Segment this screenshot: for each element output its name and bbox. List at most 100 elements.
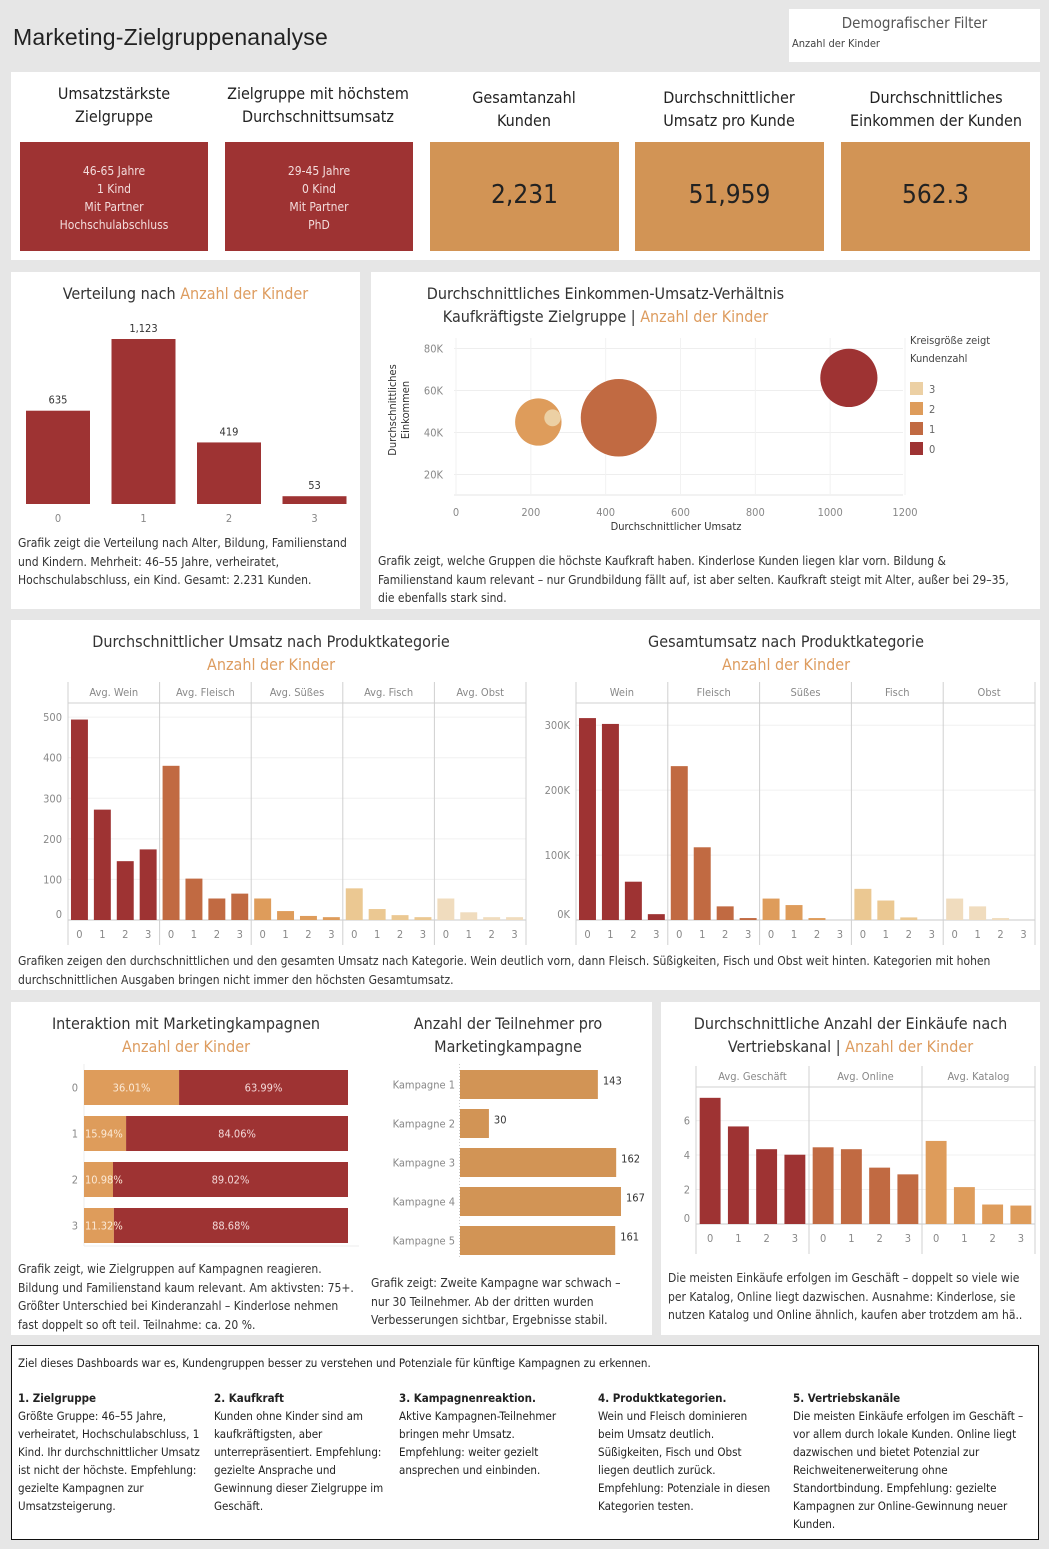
bar [812,1147,834,1224]
panel-header: Avg. Wein [89,686,138,699]
summary-column: 1. Zielgruppe Größte Gruppe: 46–55 Jahre… [18,1389,203,1515]
kpi-card-total-customers: 2,231 [430,142,619,251]
kpi-line: 29-45 Jahre [287,164,351,178]
bar [391,915,409,920]
x-tick-label: 2 [630,928,636,941]
kpi-label-total-customers: Gesamtanzahl Kunden [472,88,576,130]
x-tick-label: 3 [745,928,751,941]
x-tick-label: 800 [746,506,765,519]
bar [460,912,478,920]
x-tick-label: 1 [607,928,613,941]
bar [231,893,249,920]
x-tick-label: 2 [305,928,311,941]
x-tick-label: 0 [453,506,459,519]
bar [460,1187,621,1216]
legend-label: 2 [929,403,935,416]
bar-no-participation [126,1116,348,1151]
legend-label: 1 [929,423,935,436]
x-tick-label: 1 [974,928,980,941]
bar [460,1109,489,1138]
distribution-description: Grafik zeigt die Verteilung nach Alter, … [18,536,347,587]
kpi-label-avg-income: Durchschnittliches Einkommen der Kunden [850,88,1022,130]
x-tick-label: 200 [521,506,540,519]
x-tick-label: 3 [929,928,935,941]
x-tick-label: 600 [671,506,690,519]
x-tick-label: 2 [997,928,1003,941]
bar [506,917,524,920]
channels-title-line2: Vertriebskanal | Anzahl der Kinder [661,1035,1040,1058]
y-tick-label: 2 [72,1174,78,1187]
y-tick-label: 200 [43,833,62,846]
bar [460,1226,616,1255]
panel-header: Fleisch [697,686,731,699]
y-tick-label: 100K [545,849,571,862]
x-tick-label: 2 [814,928,820,941]
bar [969,906,987,920]
kpi-card-highest-avg-group: 29-45 Jahre 0 Kind Mit Partner PhD [225,142,413,251]
bar [982,1204,1004,1224]
title-accent: Anzahl der Kinder [640,307,769,326]
bubble-title-line2: Kaufkräftigste Zielgruppe | Anzahl der K… [371,305,840,328]
filter-label[interactable]: Anzahl der Kinder [792,37,880,50]
summary-text: Die meisten Einkäufe erfolgen im Geschäf… [793,1409,1024,1531]
data-label: 11.32% [85,1220,123,1233]
y-tick-label: 6 [684,1115,690,1128]
kpi-label-top-group: Umsatzstärkste Zielgruppe [57,84,171,126]
kpi-card-top-group: 46-65 Jahre 1 Kind Mit Partner Hochschul… [20,142,208,251]
bar [116,861,134,920]
kpi-panel: Umsatzstärkste Zielgruppe Zielgruppe mit… [11,72,1040,260]
bubble-description: Grafik zeigt, welche Gruppen die höchste… [378,554,1009,605]
x-tick-label: 2 [226,512,232,525]
bar [483,917,501,920]
bar-participation [84,1162,113,1197]
y-tick-label: 40K [424,427,444,440]
x-tick-label: 3 [792,1232,798,1245]
campaign-participants-title: Anzahl der Teilnehmer pro Marketingkampa… [413,1014,603,1056]
distribution-chart: 635 0 1,123 1 419 2 53 3 [26,322,347,525]
bar [322,917,340,920]
x-tick-label: 0 [260,928,266,941]
x-tick-label: 0 [933,1232,939,1245]
kpi-line: Hochschulabschluss [59,218,169,232]
bar-no-participation [179,1070,348,1105]
kpi-value-total-customers: 2,231 [491,180,558,210]
kpi-line: 1 Kind [96,182,132,196]
summary-text: Größte Gruppe: 46–55 Jahre, verheiratet,… [18,1409,200,1513]
panel-header: Fisch [885,686,910,699]
x-tick-label: 3 [311,512,317,525]
summary-heading: 5. Vertriebskanäle [793,1391,901,1405]
bar [897,1174,919,1224]
bar [282,496,347,504]
x-tick-label: 0 [707,1232,713,1245]
x-tick-label: 3 [420,928,426,941]
x-tick-label: 0 [76,928,82,941]
y-tick-label: 200K [545,784,571,797]
x-tick-label: 0 [676,928,682,941]
kpi-label-highest-avg-group: Zielgruppe mit höchstem Durchschnittsums… [227,84,409,126]
bar-participation [84,1116,127,1151]
x-tick-label: 3 [328,928,334,941]
bubble-kinder-1 [580,379,657,457]
x-tick-label: 3 [905,1232,911,1245]
demographic-filter[interactable]: Demografischer Filter Anzahl der Kinder [789,9,1040,62]
x-tick-label: 1 [735,1232,741,1245]
y-tick-label: 0K [557,908,570,921]
x-tick-label: 2 [214,928,220,941]
y-tick-label: Kampagne 2 [393,1118,455,1131]
x-tick-label: 3 [145,928,151,941]
bar [368,909,386,920]
kpi-value-avg-revenue: 51,959 [688,180,771,210]
bar [739,918,757,920]
x-tick-label: 1 [374,928,380,941]
x-tick-label: 1200 [892,506,917,519]
panel-header: Avg. Obst [456,686,504,699]
bar [93,809,111,920]
data-label: 88.68% [212,1220,250,1233]
x-tick-label: 1 [466,928,472,941]
data-label: 89.02% [212,1174,250,1187]
bar [299,915,317,920]
data-label: 84.06% [218,1128,256,1141]
x-tick-label: 2 [722,928,728,941]
x-tick-label: 2 [763,1232,769,1245]
